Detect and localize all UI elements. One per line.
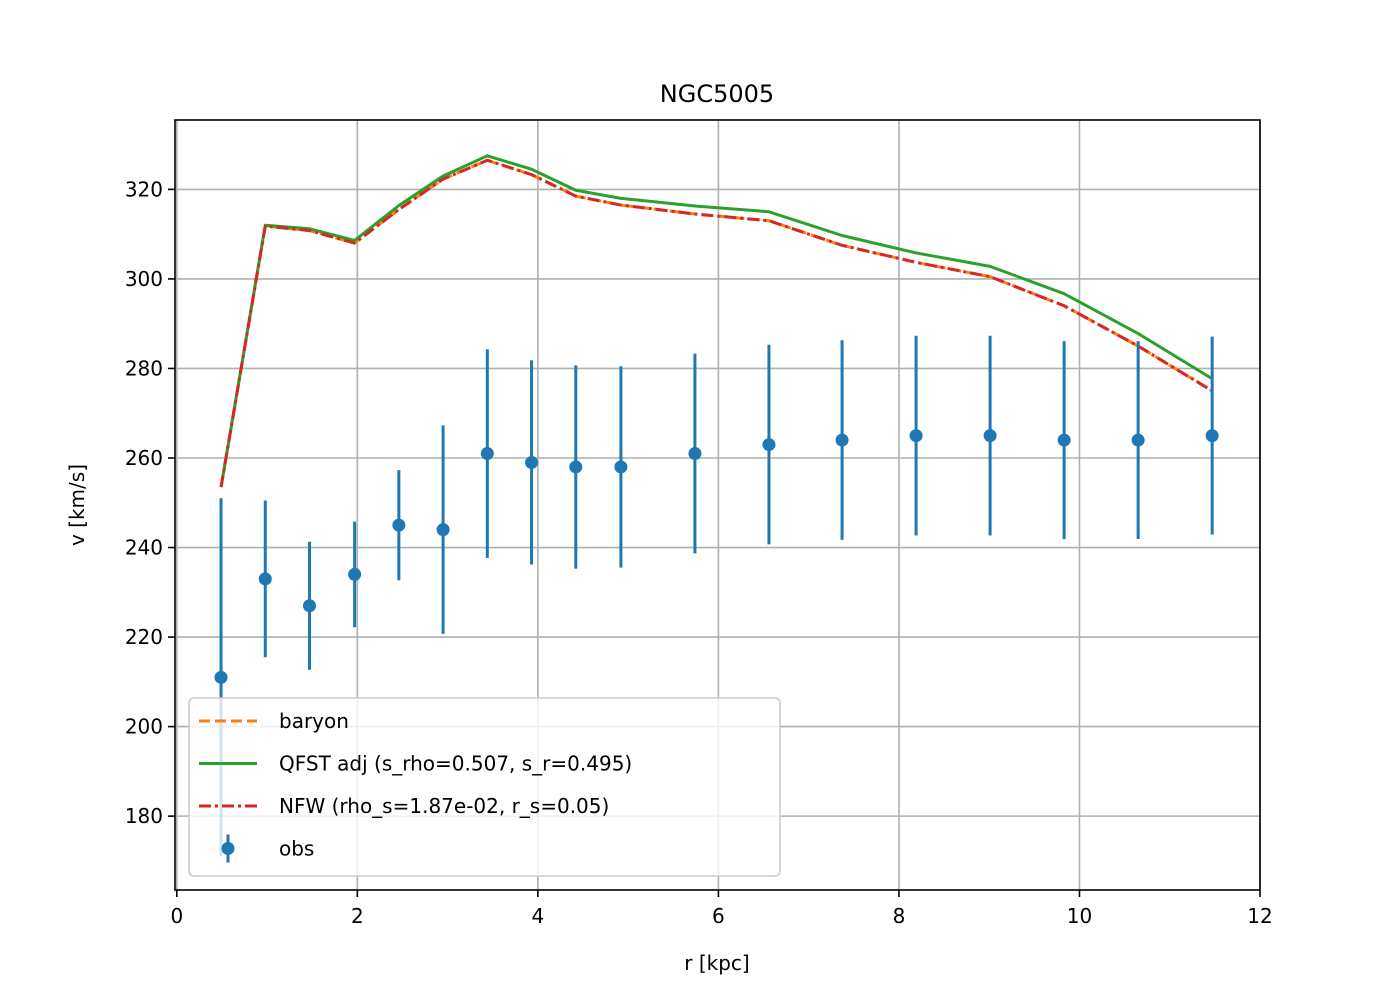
x-tick-label: 0	[170, 904, 183, 928]
data-point	[614, 460, 628, 474]
y-axis-label: v [km/s]	[65, 464, 89, 546]
y-tick-label: 280	[125, 356, 163, 380]
data-point	[983, 429, 997, 443]
legend-box	[188, 697, 781, 877]
data-point	[214, 670, 228, 684]
x-tick-label: 12	[1247, 904, 1272, 928]
legend-swatch-point	[221, 842, 235, 855]
data-point	[1205, 429, 1219, 443]
y-tick-label: 320	[125, 177, 163, 201]
data-point	[1131, 433, 1145, 447]
data-point	[480, 447, 494, 461]
x-tick-label: 2	[351, 904, 364, 928]
y-tick-label: 260	[125, 446, 163, 470]
data-point	[688, 447, 702, 461]
x-tick-label: 10	[1067, 904, 1092, 928]
data-point	[348, 567, 362, 581]
legend-label: NFW (rho_s=1.87e-02, r_s=0.05)	[279, 794, 609, 818]
data-point	[1057, 433, 1071, 447]
y-tick-label: 180	[125, 804, 163, 828]
data-point	[835, 433, 849, 447]
x-tick-label: 4	[532, 904, 545, 928]
series-line-nfw-rho-s-1-87e-02-r	[219, 158, 1213, 488]
x-tick-label: 8	[893, 904, 906, 928]
data-point	[569, 460, 583, 474]
legend: baryon QFST adj (s_rho=0.507, s_r=0.495) N…	[188, 697, 781, 877]
data-point	[909, 429, 923, 443]
x-tick-label: 6	[712, 904, 725, 928]
plot-frame	[174, 119, 1261, 891]
data-point	[302, 599, 316, 613]
y-tick-label: 300	[125, 267, 163, 291]
y-tick-label: 200	[125, 715, 163, 739]
data-point	[525, 455, 539, 469]
chart-title: NGC5005	[660, 80, 774, 108]
x-axis-label: r [kpc]	[684, 951, 749, 975]
data-point	[392, 518, 406, 532]
legend-label: QFST adj (s_rho=0.507, s_r=0.495)	[279, 752, 632, 776]
ticks: 0 2 4 6 8 10 12 180 200 220 240 260 280 300 320	[125, 177, 1273, 928]
data-point	[258, 572, 272, 586]
data-point	[436, 523, 450, 537]
data-point	[762, 438, 776, 452]
plot-series	[214, 154, 1219, 857]
y-tick-label: 220	[125, 625, 163, 649]
series-line-qfst-adj-s-rho-0-507	[219, 154, 1213, 488]
legend-label: baryon	[279, 709, 349, 733]
y-tick-label: 240	[125, 536, 163, 560]
legend-label: obs	[279, 837, 314, 861]
